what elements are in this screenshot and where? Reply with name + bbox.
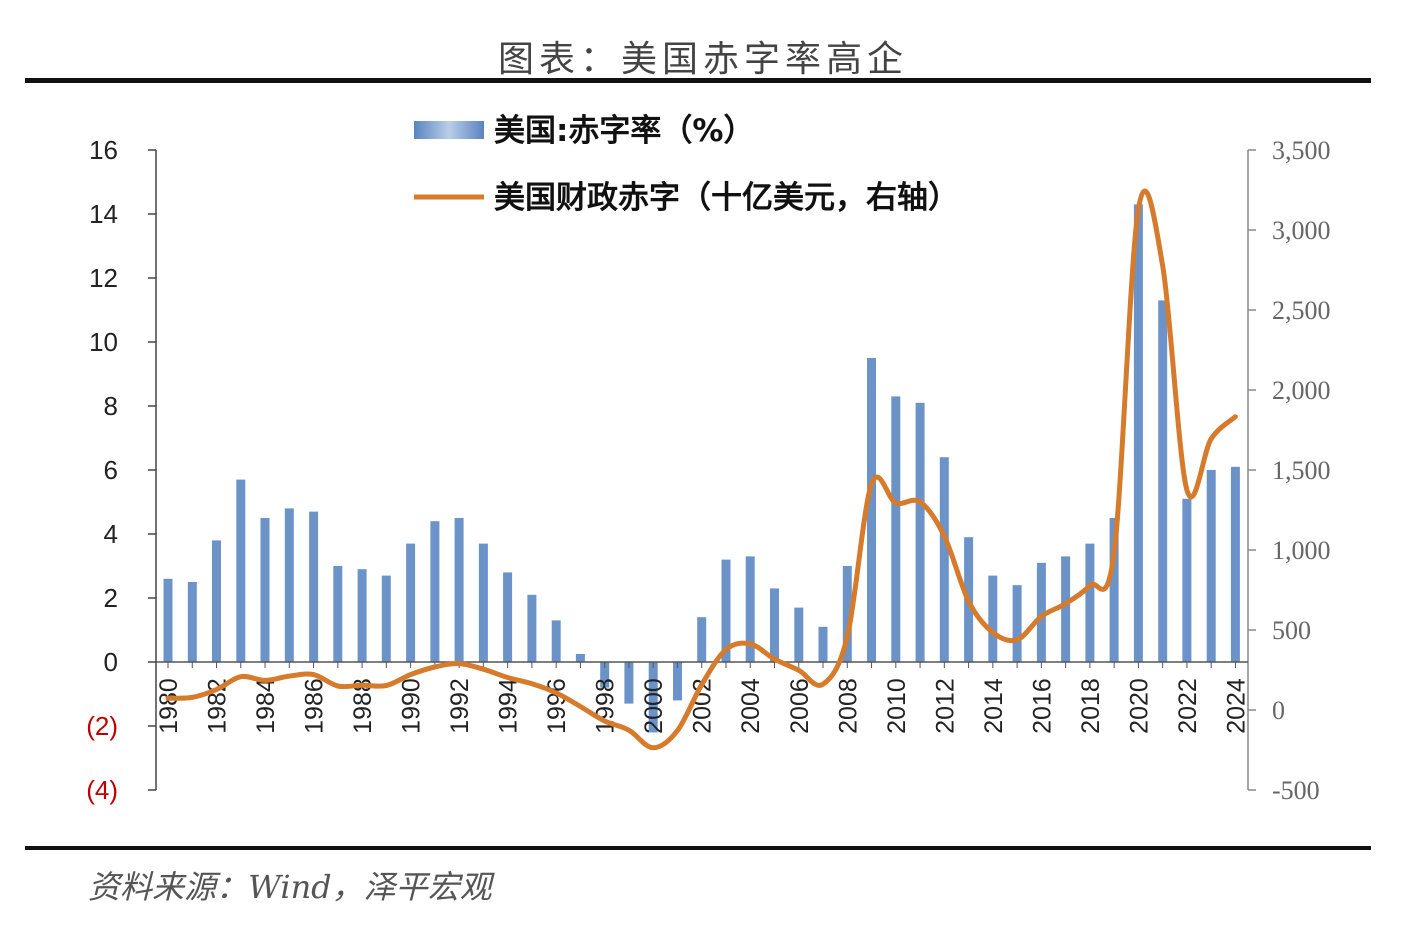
bar-2023 xyxy=(1206,470,1216,662)
bar-1992 xyxy=(454,518,464,662)
bar-1993 xyxy=(478,543,488,662)
left-tick-label: 10 xyxy=(89,327,118,357)
right-tick-label: 2,500 xyxy=(1272,296,1331,325)
bar-1990 xyxy=(406,543,416,662)
bar-2005 xyxy=(770,588,779,662)
bar-2007 xyxy=(818,626,828,662)
bar-2009 xyxy=(867,358,876,662)
left-tick-label: 0 xyxy=(104,647,118,677)
bar-1981 xyxy=(187,582,197,662)
bar-2021 xyxy=(1158,300,1168,662)
deficit-line xyxy=(165,188,1238,751)
bar-2015 xyxy=(1012,585,1022,662)
bar-1999 xyxy=(624,662,634,704)
legend-bar-label: 美国:赤字率（%） xyxy=(494,113,754,149)
bar-1998 xyxy=(600,662,610,688)
bar-1997 xyxy=(575,654,585,662)
bar-2010 xyxy=(891,396,901,662)
x-tick-label: 2012 xyxy=(931,678,959,734)
chart-title: 图表：美国赤字率高企 xyxy=(497,39,908,80)
bar-2003 xyxy=(721,559,731,662)
left-tick-label: (2) xyxy=(86,711,118,741)
x-tick-label: 2024 xyxy=(1222,678,1250,734)
right-tick-label: 3,500 xyxy=(1272,136,1331,165)
x-tick-label: 2022 xyxy=(1174,678,1202,734)
bar-2019 xyxy=(1109,518,1119,662)
bar-2012 xyxy=(939,457,949,662)
x-tick-label: 1986 xyxy=(301,678,329,734)
top-rule xyxy=(25,78,1371,83)
bar-1995 xyxy=(527,594,537,662)
bar-2006 xyxy=(794,607,804,662)
legend-line-label: 美国财政赤字（十亿美元，右轴） xyxy=(494,180,959,216)
x-tick-label: 1980 xyxy=(155,678,183,734)
bar-1982 xyxy=(212,540,221,662)
left-tick-label: 14 xyxy=(89,199,118,229)
legend-bar-swatch xyxy=(414,121,484,139)
bar-2014 xyxy=(988,575,998,662)
x-tick-label: 1990 xyxy=(398,678,426,734)
bar-2017 xyxy=(1061,556,1071,662)
bar-1980 xyxy=(163,578,173,662)
bar-1991 xyxy=(430,521,440,662)
x-tick-label: 2006 xyxy=(786,678,814,734)
left-tick-label: 16 xyxy=(89,135,118,165)
bar-1986 xyxy=(309,511,319,662)
bar-1989 xyxy=(381,575,391,662)
bar-1988 xyxy=(357,569,367,662)
x-tick-label: 2016 xyxy=(1028,678,1056,734)
bar-1985 xyxy=(284,508,294,662)
right-tick-label: 1,000 xyxy=(1272,536,1331,565)
right-tick-label: 0 xyxy=(1272,696,1285,725)
bar-2011 xyxy=(915,402,925,662)
bar-2000 xyxy=(648,662,658,733)
x-tick-label: 2000 xyxy=(640,678,668,734)
bar-2001 xyxy=(673,662,682,701)
left-tick-label: 12 xyxy=(89,263,118,293)
left-tick-label: (4) xyxy=(86,775,118,805)
bar-2002 xyxy=(697,617,707,662)
x-tick-label: 2018 xyxy=(1077,678,1105,734)
right-tick-label: 3,000 xyxy=(1272,216,1331,245)
bar-1983 xyxy=(236,479,246,662)
x-tick-label: 1994 xyxy=(495,678,523,734)
source-note: 资料来源：Wind，泽平宏观 xyxy=(88,868,492,906)
right-tick-label: 2,000 xyxy=(1272,376,1331,405)
bar-2022 xyxy=(1182,498,1192,662)
x-tick-label: 2014 xyxy=(980,678,1008,734)
bar-1987 xyxy=(333,566,343,662)
left-tick-label: 8 xyxy=(104,391,118,421)
x-tick-label: 1984 xyxy=(252,678,280,734)
bar-2018 xyxy=(1085,543,1095,662)
bar-2024 xyxy=(1230,466,1240,662)
bar-2008 xyxy=(842,566,852,662)
legend: 美国:赤字率（%） 美国财政赤字（十亿美元，右轴） xyxy=(414,113,959,216)
right-tick-label: -500 xyxy=(1272,776,1320,805)
left-tick-label: 2 xyxy=(104,583,118,613)
bottom-rule xyxy=(25,846,1371,850)
right-tick-label: 500 xyxy=(1272,616,1311,645)
bar-1996 xyxy=(551,620,561,662)
axes-layer: 16 14 12 10 8 6 4 2 0 (2) (4) 3,500 3,000 2,500 2,000 1… xyxy=(86,135,1330,805)
bar-2004 xyxy=(745,556,755,662)
bars-layer xyxy=(163,204,1240,733)
x-tick-label: 2010 xyxy=(883,678,911,734)
bar-2016 xyxy=(1036,562,1046,662)
left-tick-label: 6 xyxy=(104,455,118,485)
x-tick-label: 2020 xyxy=(1125,678,1153,734)
bar-2020 xyxy=(1133,204,1143,662)
x-tick-label: 2004 xyxy=(737,678,765,734)
left-tick-label: 4 xyxy=(104,519,118,549)
line-layer xyxy=(165,188,1238,751)
x-tick-label: 1992 xyxy=(446,678,474,734)
right-tick-label: 1,500 xyxy=(1272,456,1331,485)
x-tick-label: 2008 xyxy=(834,678,862,734)
bar-1994 xyxy=(503,572,513,662)
bar-1984 xyxy=(260,518,270,662)
